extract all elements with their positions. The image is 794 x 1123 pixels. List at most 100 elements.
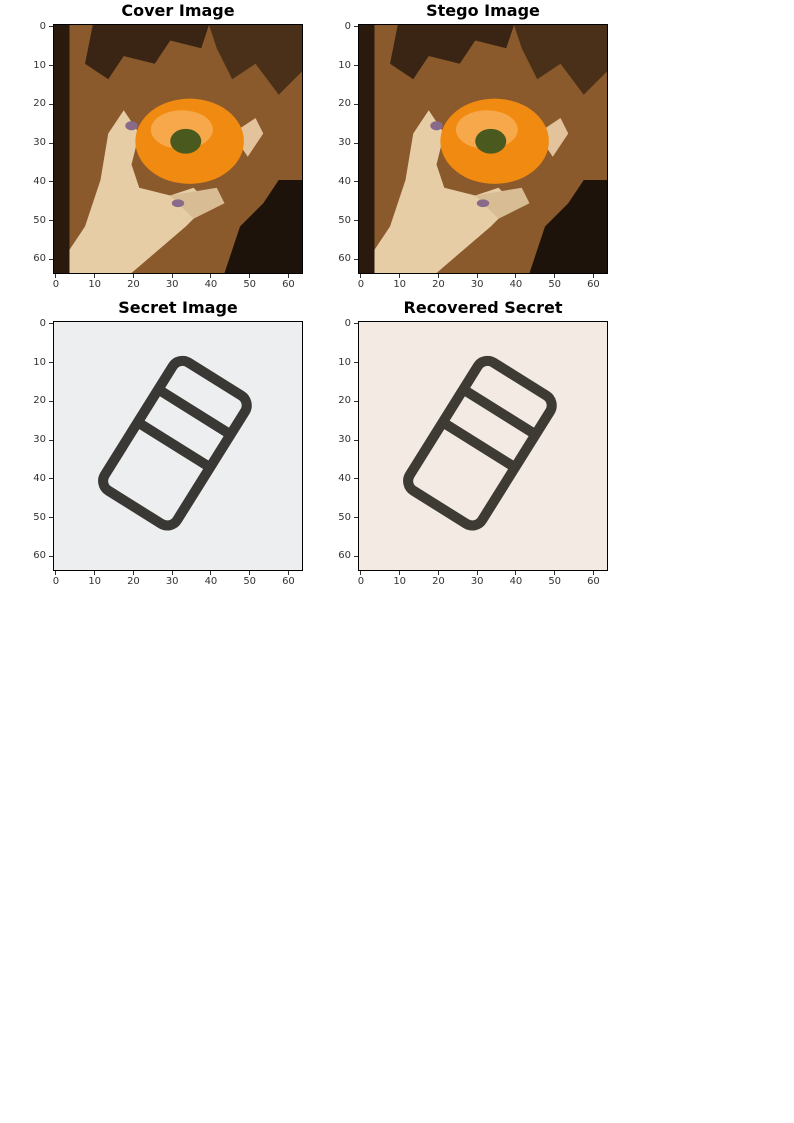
leaf-shadow (390, 25, 514, 80)
panel-title: Cover Image (121, 1, 235, 20)
x-tick-mark (171, 274, 173, 278)
image-plot-area (358, 321, 608, 571)
y-tick-mark (354, 26, 358, 28)
belt-buckle (98, 355, 252, 531)
orange-calyx (170, 128, 202, 154)
hand (374, 110, 514, 273)
x-tick-mark (554, 274, 556, 278)
y-tick-label: 20 (33, 395, 46, 407)
y-tick-mark (354, 517, 358, 519)
x-tick-label: 0 (52, 279, 60, 290)
y-tick-label: 30 (338, 137, 351, 149)
y-tick-label: 60 (33, 550, 46, 562)
buckle-bar (440, 417, 518, 472)
x-tick-mark (437, 274, 439, 278)
y-tick-label: 10 (33, 356, 46, 368)
panel-title: Stego Image (426, 1, 540, 20)
y-tick-label: 10 (338, 59, 351, 71)
y-tick-mark (49, 478, 53, 480)
x-tick-label: 30 (165, 279, 179, 290)
leaf-shadow (514, 25, 607, 95)
x-tick-mark (249, 571, 251, 575)
fingernail (430, 121, 443, 131)
dark-shadow (224, 180, 302, 273)
x-tick-mark (55, 571, 57, 575)
image-plot-area (358, 24, 608, 274)
y-tick-label: 40 (338, 472, 351, 484)
x-tick-label: 50 (243, 279, 257, 290)
y-tick-label: 60 (338, 550, 351, 562)
x-tick-mark (171, 571, 173, 575)
y-tick-mark (49, 362, 53, 364)
x-tick-label: 10 (88, 576, 102, 587)
y-tick-label: 40 (33, 472, 46, 484)
y-tick-mark (49, 439, 53, 441)
x-tick-mark (287, 571, 289, 575)
y-tick-label: 50 (338, 511, 351, 523)
y-tick-label: 40 (33, 175, 46, 187)
y-tick-label: 60 (33, 253, 46, 265)
x-tick-mark (476, 274, 478, 278)
x-tick-mark (94, 274, 96, 278)
x-tick-label: 50 (548, 279, 562, 290)
y-tick-mark (354, 103, 358, 105)
x-tick-label: 50 (548, 576, 562, 587)
finger (537, 118, 569, 157)
x-tick-label: 60 (282, 279, 295, 290)
hand (69, 110, 209, 273)
x-tick-label: 30 (470, 576, 484, 587)
y-tick-label: 30 (338, 434, 351, 446)
panel-title: Recovered Secret (403, 298, 563, 317)
finger (232, 118, 264, 157)
panel-title: Secret Image (118, 298, 238, 317)
y-tick-mark (49, 26, 53, 28)
y-tick-mark (354, 181, 358, 183)
fingernail (125, 121, 138, 131)
y-tick-label: 10 (338, 356, 351, 368)
y-tick-mark (49, 555, 53, 557)
orange-calyx (475, 128, 507, 154)
y-tick-label: 50 (338, 214, 351, 226)
x-tick-label: 0 (357, 279, 365, 290)
x-tick-label: 50 (243, 576, 257, 587)
x-tick-mark (94, 571, 96, 575)
finger (170, 187, 225, 219)
y-tick-mark (354, 258, 358, 260)
y-tick-label: 0 (39, 317, 46, 329)
x-tick-mark (476, 571, 478, 575)
y-tick-mark (354, 65, 358, 67)
x-tick-label: 60 (587, 279, 600, 290)
y-tick-mark (49, 103, 53, 105)
y-tick-mark (354, 220, 358, 222)
belt-buckle (403, 355, 557, 531)
y-tick-label: 20 (338, 395, 351, 407)
y-tick-mark (354, 400, 358, 402)
y-tick-mark (49, 517, 53, 519)
y-tick-mark (49, 65, 53, 67)
x-tick-mark (132, 274, 134, 278)
x-tick-label: 40 (509, 279, 523, 290)
y-tick-mark (49, 400, 53, 402)
y-tick-mark (49, 258, 53, 260)
x-tick-mark (360, 274, 362, 278)
image-plot-area (53, 24, 303, 274)
x-tick-label: 20 (127, 279, 140, 290)
y-tick-mark (354, 362, 358, 364)
x-tick-label: 20 (432, 576, 445, 587)
x-tick-mark (592, 571, 594, 575)
leaf-shadow (85, 25, 209, 80)
x-tick-mark (249, 274, 251, 278)
y-tick-mark (354, 323, 358, 325)
x-tick-mark (210, 571, 212, 575)
leaf-shadow (209, 25, 302, 95)
fingernail (171, 199, 185, 208)
x-tick-label: 40 (204, 576, 218, 587)
finger (475, 187, 530, 219)
y-tick-mark (354, 478, 358, 480)
x-tick-label: 20 (432, 279, 445, 290)
x-tick-mark (132, 571, 134, 575)
buckle-bar (155, 385, 234, 439)
y-tick-label: 50 (33, 511, 46, 523)
cover-image (54, 25, 302, 273)
x-tick-mark (515, 274, 517, 278)
